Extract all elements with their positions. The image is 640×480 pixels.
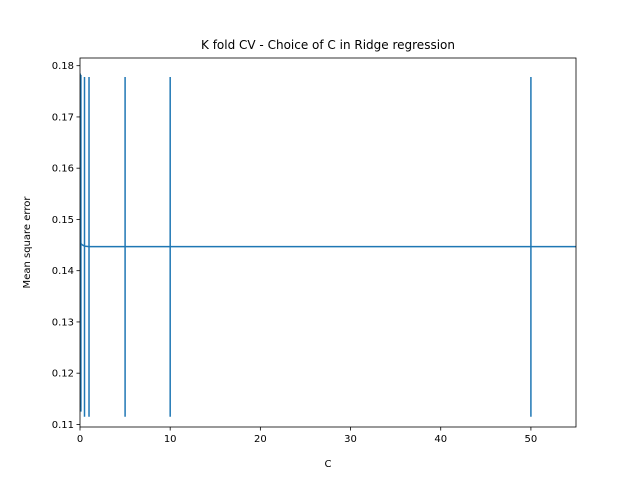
y-tick-label: 0.11 xyxy=(52,420,74,431)
y-tick-label: 0.18 xyxy=(52,61,74,72)
x-tick-label: 50 xyxy=(525,434,538,445)
y-tick-label: 0.17 xyxy=(52,112,74,123)
x-tick-label: 0 xyxy=(77,434,83,445)
x-tick-label: 10 xyxy=(164,434,177,445)
x-tick-label: 20 xyxy=(254,434,267,445)
series-line-0 xyxy=(80,241,576,248)
y-tick-label: 0.13 xyxy=(52,317,74,328)
x-tick-label: 40 xyxy=(434,434,447,445)
y-tick-label: 0.16 xyxy=(52,164,74,175)
chart-title: K fold CV - Choice of C in Ridge regress… xyxy=(201,38,455,52)
x-tick-label: 30 xyxy=(344,434,357,445)
axes-frame xyxy=(79,57,577,428)
y-tick-label: 0.12 xyxy=(52,369,74,380)
axis-ticks: 0 10 20 30 40 50 0.11 0.12 0.13 0.14 0.15 0.16 0.17 0… xyxy=(52,61,538,445)
y-axis-label: Mean square error xyxy=(22,196,33,289)
y-tick-label: 0.15 xyxy=(52,215,74,226)
x-axis-label: C xyxy=(325,459,332,470)
y-tick-label: 0.14 xyxy=(52,266,74,277)
